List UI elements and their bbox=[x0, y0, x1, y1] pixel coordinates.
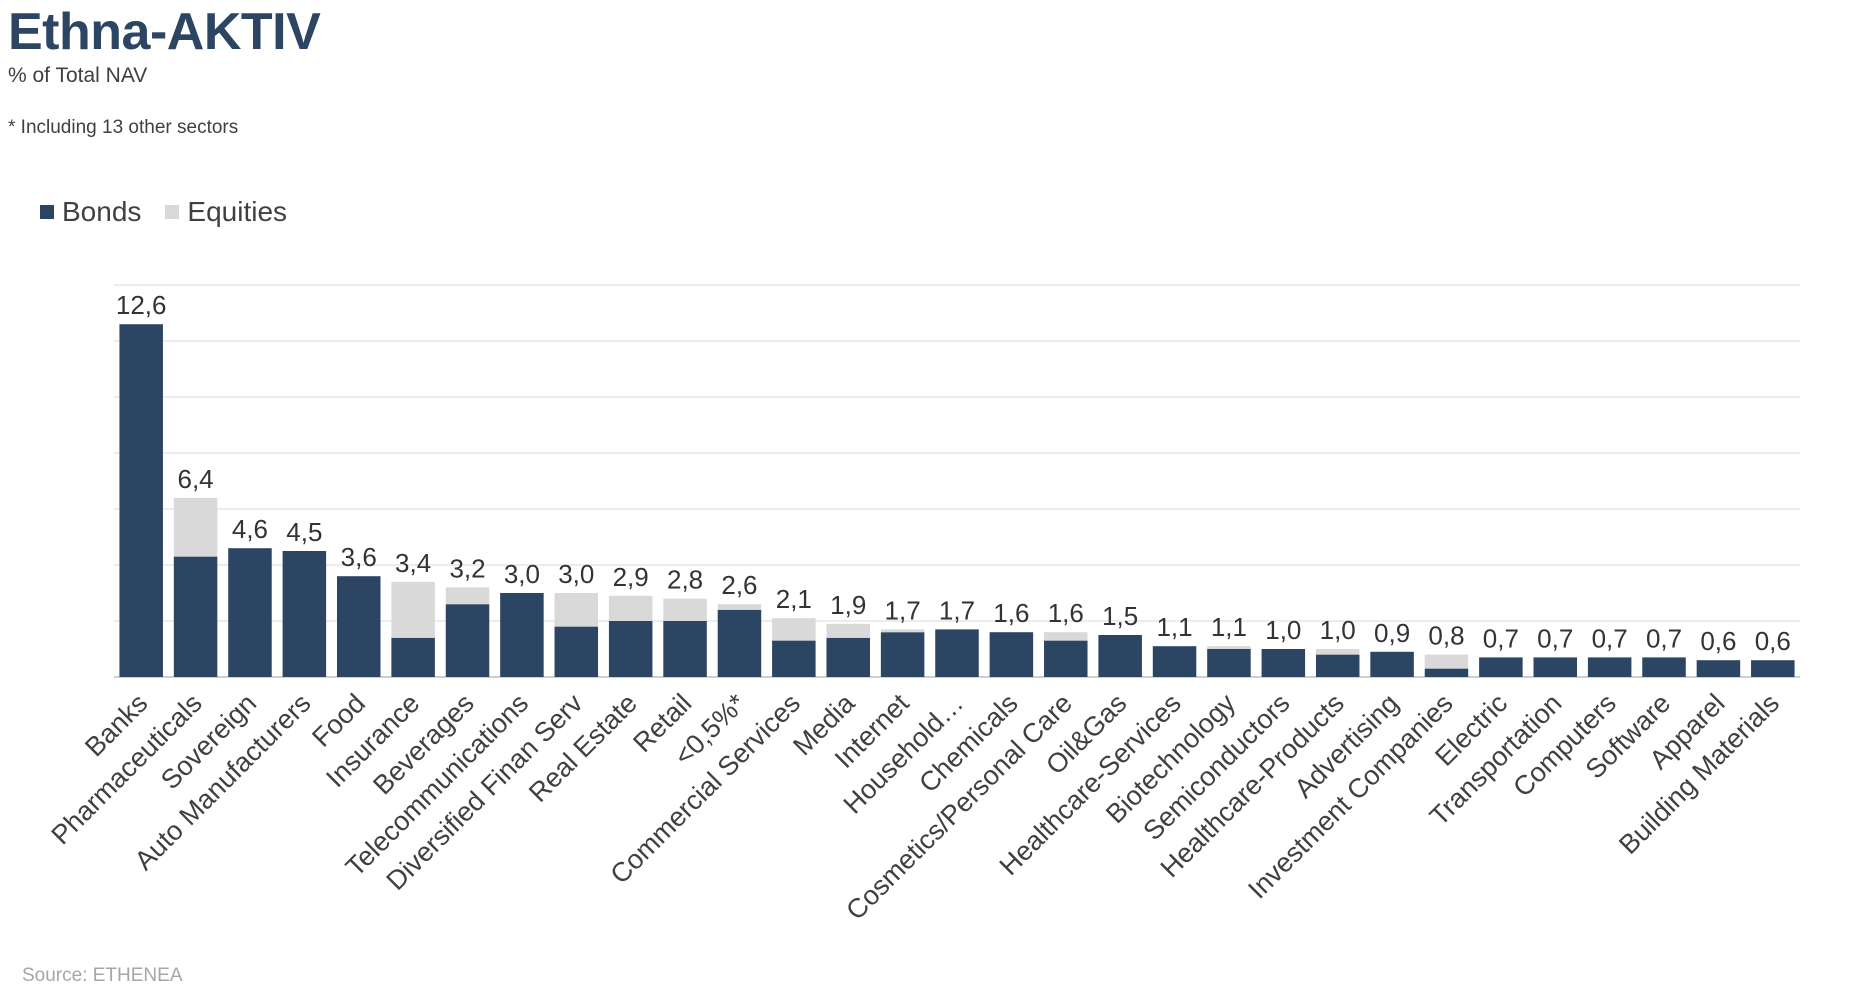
bar-bonds bbox=[608, 621, 653, 677]
chart-note: * Including 13 other sectors bbox=[8, 117, 239, 138]
bar-equities bbox=[391, 581, 435, 638]
bar-bonds bbox=[1533, 657, 1578, 677]
chart-subtitle: % of Total NAV bbox=[8, 64, 148, 87]
bar-equities bbox=[826, 623, 870, 638]
bar-bonds bbox=[1370, 651, 1414, 677]
bar-bonds bbox=[282, 551, 327, 677]
legend-item-bonds: Bonds bbox=[40, 196, 141, 228]
chart-title: Ethna-AKTIV bbox=[8, 3, 321, 61]
bar-bonds bbox=[554, 626, 599, 677]
bar-equities bbox=[554, 593, 599, 627]
bar-equities bbox=[1044, 632, 1088, 641]
bar-bonds bbox=[772, 640, 816, 677]
bar-bonds bbox=[119, 324, 163, 677]
bar-equities bbox=[608, 595, 653, 621]
legend-label-bonds: Bonds bbox=[62, 196, 142, 227]
legend-label-equities: Equities bbox=[187, 196, 288, 227]
data-label: 1,0 bbox=[1320, 615, 1356, 645]
data-label: 1,9 bbox=[830, 590, 866, 620]
data-label: 2,8 bbox=[667, 565, 703, 595]
bar-bonds bbox=[500, 593, 544, 677]
bar-equities bbox=[880, 629, 925, 633]
data-label: 3,6 bbox=[341, 542, 377, 572]
data-label: 0,7 bbox=[1483, 623, 1519, 653]
data-label: 1,7 bbox=[885, 595, 921, 625]
bar-bonds bbox=[826, 637, 870, 677]
data-label: 12,6 bbox=[116, 290, 167, 320]
data-label: 3,0 bbox=[558, 559, 594, 589]
bar-equities bbox=[173, 497, 218, 557]
data-label: 0,7 bbox=[1646, 623, 1682, 653]
data-label: 2,9 bbox=[613, 562, 649, 592]
bar-bonds bbox=[1315, 654, 1360, 677]
data-label: 1,7 bbox=[939, 595, 975, 625]
bar-bonds bbox=[1261, 649, 1306, 677]
data-label: 3,2 bbox=[449, 553, 485, 583]
bar-bonds bbox=[989, 632, 1034, 677]
bar-bonds bbox=[1479, 657, 1523, 677]
bar-bonds bbox=[880, 632, 925, 677]
bar-bonds bbox=[1751, 660, 1795, 677]
bar-equities bbox=[1424, 654, 1469, 669]
data-label: 2,6 bbox=[721, 570, 757, 600]
bar-bonds bbox=[935, 629, 979, 677]
data-label: 0,6 bbox=[1755, 626, 1791, 656]
data-label: 1,6 bbox=[1048, 598, 1084, 628]
bar-bonds bbox=[1152, 646, 1197, 677]
bar-equities bbox=[663, 598, 707, 621]
bar-bonds bbox=[1207, 649, 1251, 677]
data-label: 3,0 bbox=[504, 559, 540, 589]
legend: Bonds Equities bbox=[40, 196, 311, 228]
bar-bonds bbox=[228, 548, 272, 677]
data-label: 0,7 bbox=[1592, 623, 1628, 653]
bar-bonds bbox=[1098, 635, 1142, 677]
bar-bonds bbox=[1587, 657, 1632, 677]
bar-bonds bbox=[717, 609, 762, 677]
bar-equities bbox=[772, 618, 816, 641]
bar-equities bbox=[1315, 649, 1360, 655]
data-label: 3,4 bbox=[395, 548, 431, 578]
bar-bonds bbox=[445, 604, 490, 677]
data-label: 2,1 bbox=[776, 584, 812, 614]
bar-bonds bbox=[173, 556, 218, 677]
data-label: 4,5 bbox=[286, 517, 322, 547]
bar-bonds bbox=[1696, 660, 1741, 677]
data-label: 1,0 bbox=[1265, 615, 1301, 645]
data-label: 0,6 bbox=[1700, 626, 1736, 656]
bar-bonds bbox=[663, 621, 707, 677]
bar-equities bbox=[1207, 646, 1251, 649]
data-label: 1,6 bbox=[993, 598, 1029, 628]
source-note: Source: ETHENEA bbox=[22, 965, 183, 986]
legend-item-equities: Equities bbox=[165, 196, 287, 228]
bar-bonds bbox=[391, 637, 435, 677]
bar-bonds bbox=[336, 576, 381, 677]
data-label: 1,1 bbox=[1211, 612, 1247, 642]
data-label: 6,4 bbox=[178, 464, 214, 494]
bar-bonds bbox=[1044, 640, 1088, 677]
data-label: 0,7 bbox=[1537, 623, 1573, 653]
data-label: 1,1 bbox=[1156, 612, 1192, 642]
bar-equities bbox=[717, 604, 762, 610]
data-label: 0,9 bbox=[1374, 618, 1410, 648]
bar-equities bbox=[445, 587, 490, 605]
legend-swatch-equities bbox=[165, 205, 180, 219]
data-label: 4,6 bbox=[232, 514, 268, 544]
bar-bonds bbox=[1424, 668, 1469, 677]
data-label: 1,5 bbox=[1102, 601, 1138, 631]
legend-swatch-bonds bbox=[40, 205, 54, 219]
bar-bonds bbox=[1642, 657, 1686, 677]
data-label: 0,8 bbox=[1428, 621, 1464, 651]
